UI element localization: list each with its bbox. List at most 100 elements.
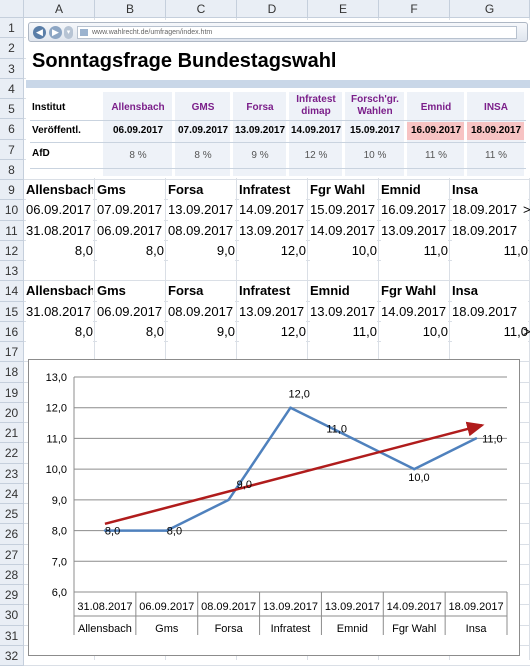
cell-date-published[interactable]: 07.09.2017: [97, 200, 164, 221]
row-header-32[interactable]: 32: [0, 645, 24, 666]
row-header-27[interactable]: 27: [0, 544, 24, 565]
cell-sorted-value[interactable]: 11,0: [452, 321, 528, 342]
row-header-7[interactable]: 7: [0, 139, 24, 160]
cell-afd-value[interactable]: 10,0: [310, 240, 377, 261]
data-point: [351, 437, 354, 440]
row-header-5[interactable]: 5: [0, 99, 24, 120]
cell-sorted-header[interactable]: Fgr Wahl: [381, 281, 448, 302]
cell-sorted-header[interactable]: Infratest: [239, 281, 306, 302]
row-header-8[interactable]: 8: [0, 159, 24, 180]
row-header-18[interactable]: 18: [0, 362, 24, 383]
cell-header-3[interactable]: Forsa: [168, 180, 235, 201]
cell-sorted-date[interactable]: 13.09.2017: [239, 301, 306, 322]
row-header-4[interactable]: 4: [0, 78, 24, 99]
cell-sorted-value[interactable]: 8,0: [97, 321, 164, 342]
row-header-23[interactable]: 23: [0, 463, 24, 484]
row-header-16[interactable]: 16: [0, 321, 24, 342]
column-header-c[interactable]: C: [166, 0, 237, 18]
row-header-20[interactable]: 20: [0, 402, 24, 423]
cell-header-2[interactable]: Gms: [97, 180, 164, 201]
row-header-10[interactable]: 10: [0, 200, 24, 221]
row-header-31[interactable]: 31: [0, 625, 24, 646]
cell-sorted-date[interactable]: 08.09.2017: [168, 301, 235, 322]
cell-afd-value[interactable]: 11,0: [381, 240, 448, 261]
cell-header-5[interactable]: Fgr Wahl: [310, 180, 377, 201]
cell-date-survey[interactable]: 06.09.2017: [97, 220, 164, 241]
cell-sorted-value[interactable]: 10,0: [381, 321, 448, 342]
row-header-25[interactable]: 25: [0, 504, 24, 525]
row-header-21[interactable]: 21: [0, 423, 24, 444]
row-header-11[interactable]: 11: [0, 220, 24, 241]
cell-sorted-value[interactable]: 11,0: [310, 321, 377, 342]
cell-sorted-date[interactable]: 18.09.2017: [452, 301, 528, 322]
column-header-g[interactable]: G: [450, 0, 530, 18]
web-afd-value: 8 %: [194, 150, 212, 161]
cell-sorted-date[interactable]: 06.09.2017: [97, 301, 164, 322]
select-all-corner[interactable]: [0, 0, 24, 18]
cell-sorted-header[interactable]: Insa: [452, 281, 528, 302]
cell-header-6[interactable]: Emnid: [381, 180, 448, 201]
cell-header-1[interactable]: Allensbach: [26, 180, 93, 201]
cell-date-published[interactable]: 15.09.2017: [310, 200, 377, 221]
cell-date-survey[interactable]: 31.08.2017: [26, 220, 93, 241]
cell-date-survey[interactable]: 13.09.2017: [239, 220, 306, 241]
y-tick-label: 6,0: [52, 587, 67, 599]
data-label: 8,0: [105, 526, 120, 538]
data-point: [227, 498, 230, 502]
row-header-2[interactable]: 2: [0, 38, 24, 59]
row-header-1[interactable]: 1: [0, 18, 24, 39]
row-header-6[interactable]: 6: [0, 119, 24, 140]
web-highlight-cell: [467, 122, 524, 140]
x-tick-label-institute: Fgr Wahl: [392, 623, 436, 635]
cell-afd-value[interactable]: 9,0: [168, 240, 235, 261]
column-header-f[interactable]: F: [379, 0, 450, 18]
cell-sorted-date[interactable]: 31.08.2017: [26, 301, 93, 322]
row-header-9[interactable]: 9: [0, 180, 24, 201]
cell-header-7[interactable]: Insa: [452, 180, 528, 201]
cell-header-4[interactable]: Infratest: [239, 180, 306, 201]
cell-sorted-header[interactable]: Gms: [97, 281, 164, 302]
row-header-30[interactable]: 30: [0, 605, 24, 626]
cell-date-survey[interactable]: 13.09.2017: [381, 220, 448, 241]
cell-sorted-header[interactable]: Allensbach: [26, 281, 93, 302]
row-header-29[interactable]: 29: [0, 585, 24, 606]
embedded-web-picture[interactable]: ◀ ▶ ▾ www.wahlrecht.de/umfragen/index.ht…: [26, 20, 530, 178]
row-header-19[interactable]: 19: [0, 382, 24, 403]
row-header-17[interactable]: 17: [0, 342, 24, 363]
cell-sorted-value[interactable]: 12,0: [239, 321, 306, 342]
row-header-24[interactable]: 24: [0, 483, 24, 504]
cell-date-survey[interactable]: 14.09.2017: [310, 220, 377, 241]
row-header-22[interactable]: 22: [0, 443, 24, 464]
column-header-e[interactable]: E: [308, 0, 379, 18]
line-chart[interactable]: 6,0 7,0 8,0 9,0 10,0 11,0 12,0 13,0 31.08.2017 06…: [28, 359, 520, 656]
cell-sorted-value[interactable]: 8,0: [26, 321, 93, 342]
cell-afd-value[interactable]: 8,0: [97, 240, 164, 261]
cell-afd-value[interactable]: 11,0: [452, 240, 528, 261]
cell-date-published[interactable]: 14.09.2017: [239, 200, 306, 221]
cell-date-published[interactable]: 13.09.2017: [168, 200, 235, 221]
column-header-b[interactable]: B: [95, 0, 166, 18]
cell-date-published[interactable]: 06.09.2017: [26, 200, 93, 221]
column-header-a[interactable]: A: [24, 0, 95, 18]
cell-afd-value[interactable]: 8,0: [26, 240, 93, 261]
row-header-13[interactable]: 13: [0, 261, 24, 282]
cell-sorted-header[interactable]: Emnid: [310, 281, 377, 302]
cell-sorted-value[interactable]: 9,0: [168, 321, 235, 342]
x-tick-label-institute: Infratest: [271, 623, 311, 635]
cell-date-survey[interactable]: 08.09.2017: [168, 220, 235, 241]
cell-date-published[interactable]: 16.09.2017: [381, 200, 448, 221]
row-header-28[interactable]: 28: [0, 564, 24, 585]
cell-sorted-date[interactable]: 13.09.2017: [310, 301, 377, 322]
row-header-14[interactable]: 14: [0, 281, 24, 302]
web-institute-name: Forsa: [246, 102, 274, 113]
column-header-d[interactable]: D: [237, 0, 308, 18]
row-header-26[interactable]: 26: [0, 524, 24, 545]
row-header-12[interactable]: 12: [0, 240, 24, 261]
cell-sorted-header[interactable]: Forsa: [168, 281, 235, 302]
row-header-15[interactable]: 15: [0, 301, 24, 322]
cell-date-published[interactable]: 18.09.2017: [452, 200, 528, 221]
row-header-3[interactable]: 3: [0, 58, 24, 79]
cell-sorted-date[interactable]: 14.09.2017: [381, 301, 448, 322]
cell-date-survey[interactable]: 18.09.2017: [452, 220, 528, 241]
cell-afd-value[interactable]: 12,0: [239, 240, 306, 261]
